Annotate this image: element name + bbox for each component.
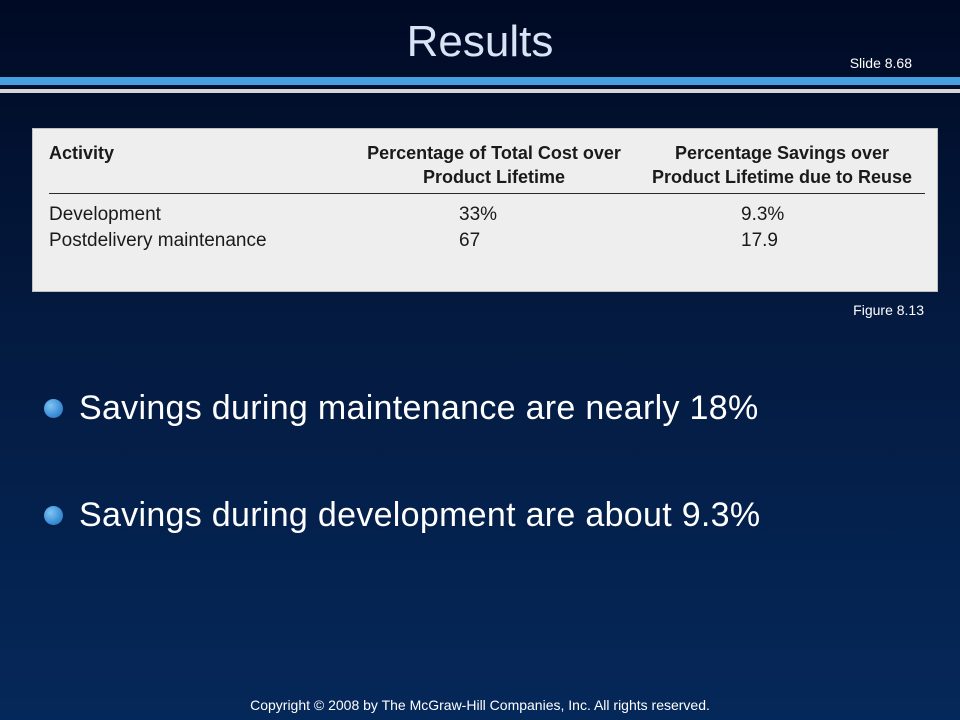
figure-caption: Figure 8.13 bbox=[853, 302, 924, 318]
header-activity: Activity bbox=[49, 141, 349, 194]
table-row: Development 33% 9.3% bbox=[49, 194, 925, 229]
cost-savings-table: Activity Percentage of Total Cost over P… bbox=[49, 141, 925, 254]
bullet-list: Savings during maintenance are nearly 18… bbox=[44, 380, 924, 594]
figure-table-image: Activity Percentage of Total Cost over P… bbox=[32, 128, 938, 292]
title-rule-accent bbox=[0, 77, 960, 85]
slide-title: Results bbox=[406, 17, 554, 66]
cell-savings: 17.9 bbox=[741, 230, 778, 251]
cell-cost: 33% bbox=[459, 204, 498, 225]
cell-cost: 67 bbox=[459, 230, 481, 251]
table-row: Postdelivery maintenance 67 17.9 bbox=[49, 228, 925, 254]
header-total-cost: Percentage of Total Cost over Product Li… bbox=[349, 141, 639, 194]
cell-savings: 9.3% bbox=[741, 204, 785, 225]
bullet-item: Savings during maintenance are nearly 18… bbox=[44, 380, 924, 436]
bullet-item: Savings during development are about 9.3… bbox=[44, 487, 924, 543]
table-header-row: Activity Percentage of Total Cost over P… bbox=[49, 141, 925, 194]
cell-activity: Postdelivery maintenance bbox=[49, 230, 267, 251]
cell-activity: Development bbox=[49, 204, 161, 225]
title-rule-secondary bbox=[0, 89, 960, 93]
header-savings: Percentage Savings over Product Lifetime… bbox=[639, 141, 925, 194]
bullet-text: Savings during development are about 9.3… bbox=[79, 495, 761, 534]
bullet-text: Savings during maintenance are nearly 18… bbox=[79, 388, 759, 427]
bullet-dot-icon bbox=[44, 398, 63, 418]
bullet-dot-icon bbox=[44, 505, 63, 525]
copyright-footer: Copyright © 2008 by The McGraw-Hill Comp… bbox=[250, 697, 710, 713]
slide-number: Slide 8.68 bbox=[849, 55, 912, 71]
